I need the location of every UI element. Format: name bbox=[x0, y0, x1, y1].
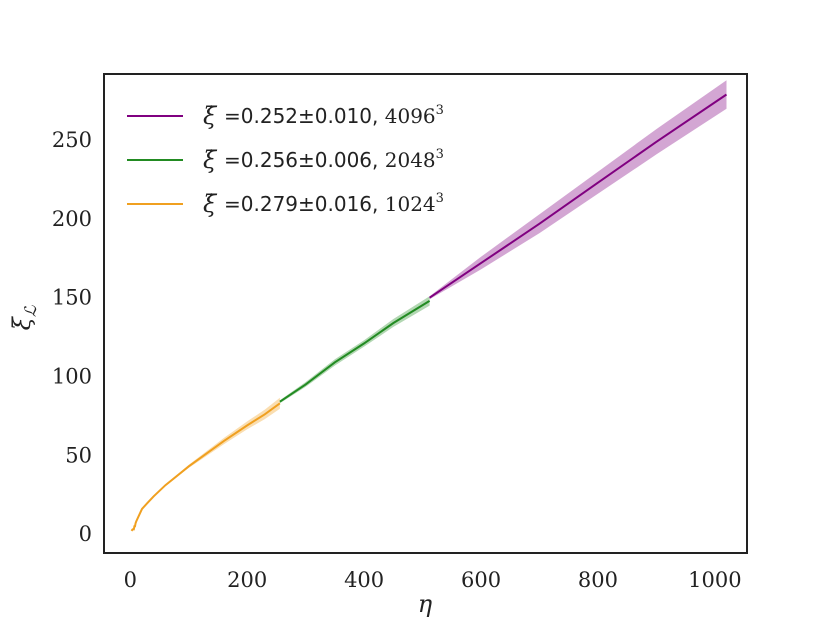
y-tick-label: 100 bbox=[52, 365, 92, 389]
legend-symbol: ξ̇ bbox=[203, 102, 218, 130]
x-tick-label: 0 bbox=[124, 568, 137, 592]
y-axis-label: ξℒ bbox=[8, 305, 40, 330]
x-tick-label: 600 bbox=[461, 568, 501, 592]
legend-entry-2: ξ̇ =0.256±0.006, 20483 bbox=[127, 146, 444, 174]
x-axis-ticks: 0 200 400 600 800 1000 bbox=[124, 568, 742, 592]
series-line-2 bbox=[279, 300, 431, 403]
legend-label: =0.279±0.016, 10243 bbox=[224, 191, 444, 216]
series-line-1 bbox=[429, 93, 728, 299]
legend-label: =0.252±0.010, 40963 bbox=[224, 103, 444, 128]
y-tick-label: 250 bbox=[52, 128, 92, 152]
series-band-3 bbox=[131, 397, 280, 531]
plot-frame bbox=[103, 73, 748, 554]
series-band-1 bbox=[429, 80, 727, 300]
series-lines bbox=[130, 93, 728, 532]
x-tick-label: 400 bbox=[344, 568, 384, 592]
legend-label: =0.256±0.006, 20483 bbox=[224, 147, 444, 172]
y-tick-label: 200 bbox=[52, 207, 92, 231]
x-tick-label: 800 bbox=[578, 568, 618, 592]
y-tick-label: 0 bbox=[79, 522, 92, 546]
x-axis-label: η bbox=[418, 590, 433, 618]
series-line-3 bbox=[130, 402, 281, 532]
x-tick-label: 200 bbox=[227, 568, 267, 592]
y-tick-label: 150 bbox=[52, 286, 92, 310]
y-tick-label: 50 bbox=[65, 443, 92, 467]
legend-entry-1: ξ̇ =0.252±0.010, 40963 bbox=[127, 102, 444, 130]
legend-symbol: ξ̇ bbox=[203, 146, 218, 174]
y-axis-ticks: 0 50 100 150 200 250 bbox=[52, 128, 92, 546]
x-tick-label: 1000 bbox=[688, 568, 741, 592]
legend-symbol: ξ̇ bbox=[203, 190, 218, 218]
legend-entry-3: ξ̇ =0.279±0.016, 10243 bbox=[127, 190, 444, 218]
